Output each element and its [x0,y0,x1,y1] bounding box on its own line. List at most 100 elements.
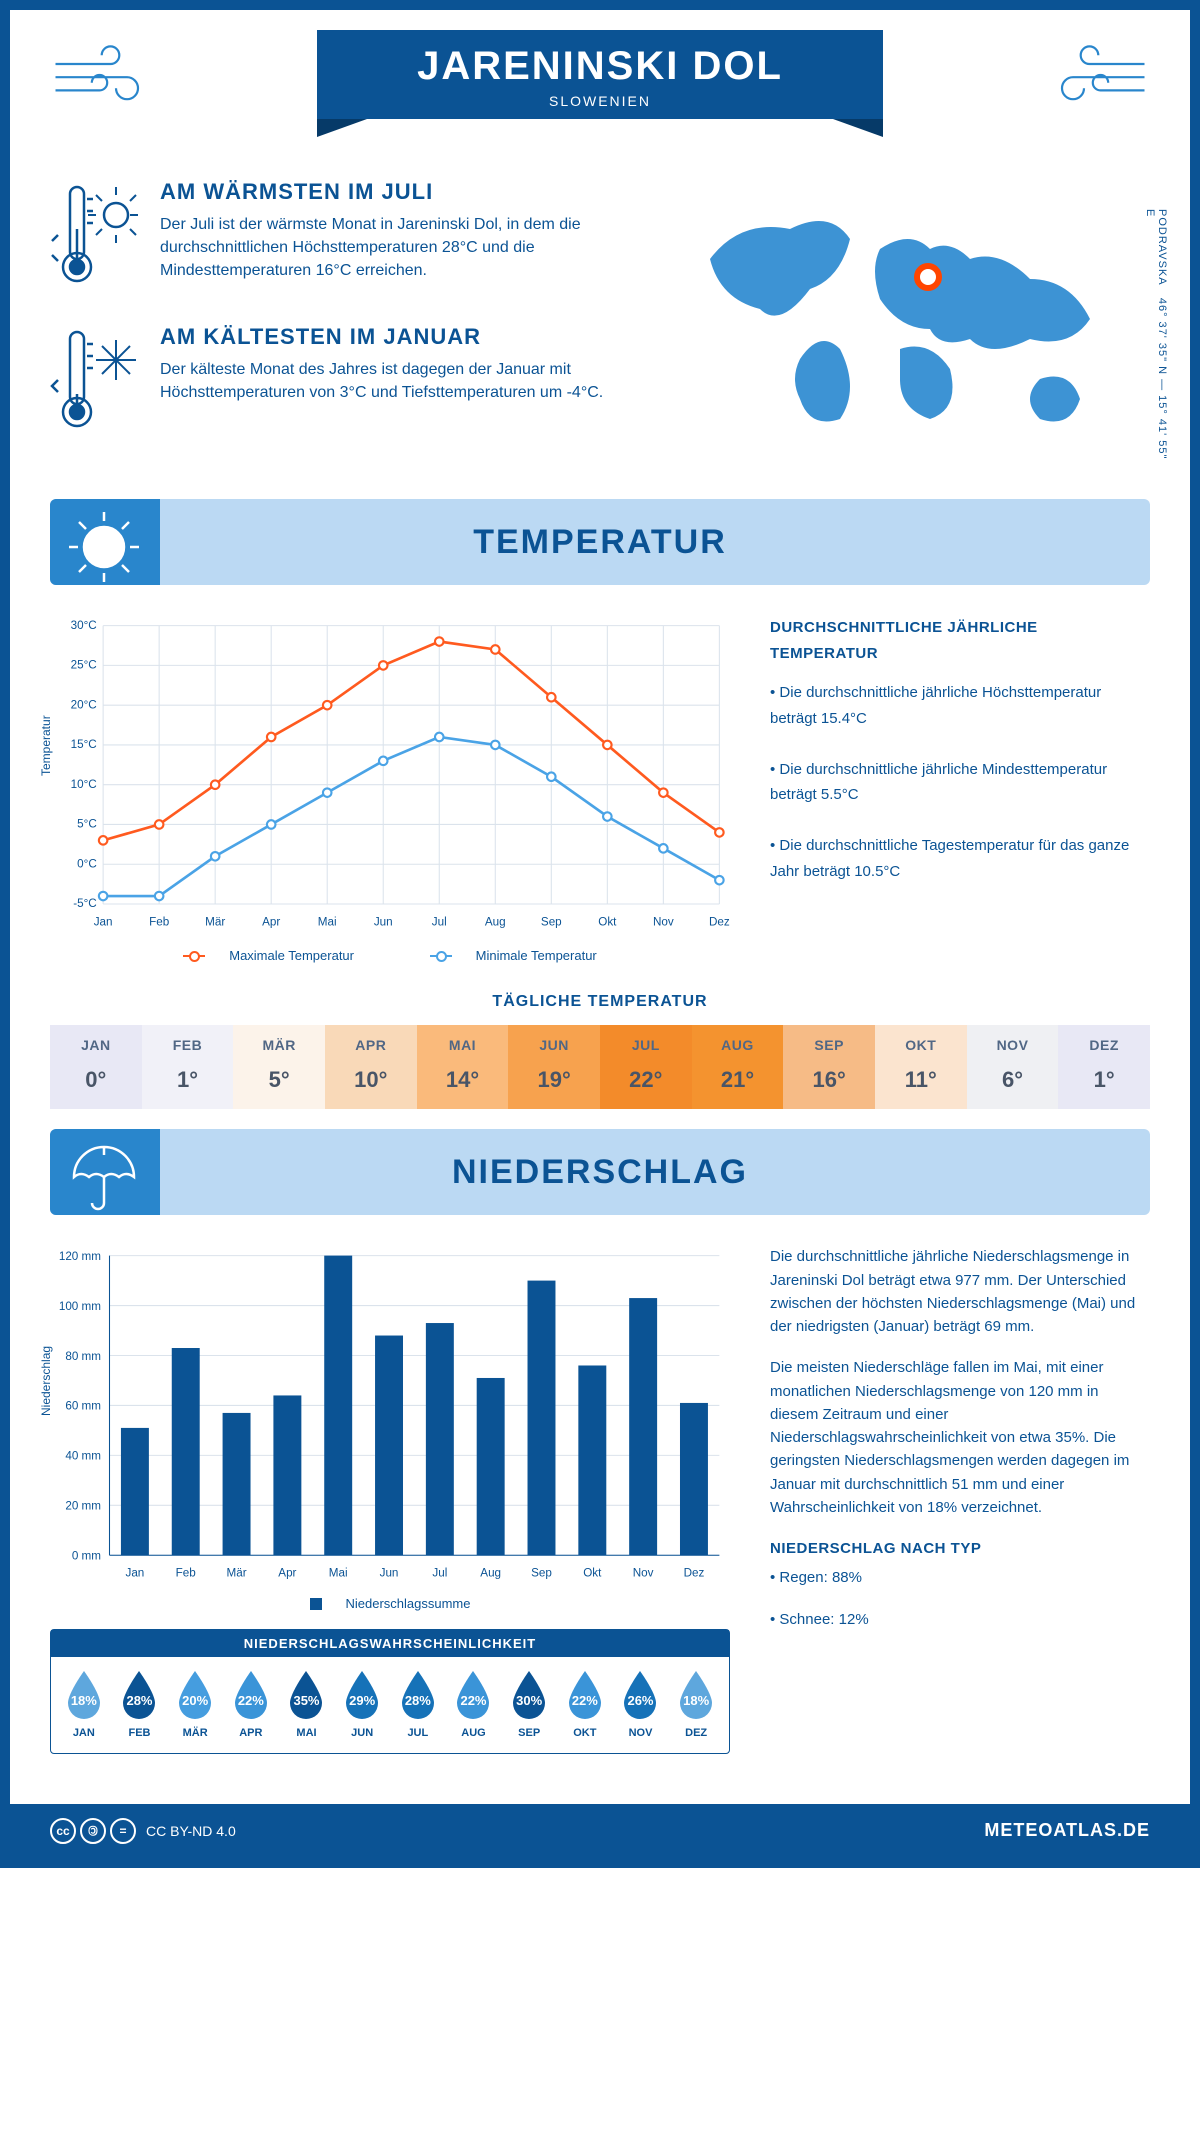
daily-temp-grid: JAN0°FEB1°MÄR5°APR10°MAI14°JUN19°JUL22°A… [50,1025,1150,1109]
prob-cell: 26%NOV [614,1669,668,1739]
daily-cell: MAI14° [417,1025,509,1109]
title-banner: JARENINSKI DOL SLOWENIEN [317,30,883,119]
wind-icon [1040,40,1150,115]
svg-text:30°C: 30°C [71,619,97,632]
intro-section: AM WÄRMSTEN IM JULI Der Juli ist der wär… [50,179,1150,469]
precipitation-chart: Niederschlag 0 mm20 mm40 mm60 mm80 mm100… [50,1245,730,1613]
precipitation-section-header: NIEDERSCHLAG [50,1129,1150,1215]
temperature-chart: Temperatur -5°C0°C5°C10°C15°C20°C25°C30°… [50,615,730,963]
legend-min: Minimale Temperatur [412,948,615,963]
daily-cell: DEZ1° [1058,1025,1150,1109]
prob-cell: 28%FEB [113,1669,167,1739]
precipitation-left-column: Niederschlag 0 mm20 mm40 mm60 mm80 mm100… [50,1245,730,1754]
cc-icons: cc 🄯 = [50,1818,136,1844]
prob-cell: 35%MAI [280,1669,334,1739]
svg-text:Okt: Okt [583,1567,602,1580]
svg-text:20°C: 20°C [71,698,97,711]
svg-text:Feb: Feb [176,1567,196,1580]
prob-cell: 20%MÄR [168,1669,222,1739]
temperature-summary: DURCHSCHNITTLICHE JÄHRLICHE TEMPERATUR •… [770,615,1150,963]
header: JARENINSKI DOL SLOWENIEN [10,10,1190,179]
precip-rain: • Regen: 88% [770,1566,1150,1589]
warmest-desc: Der Juli ist der wärmste Monat in Jareni… [160,213,630,283]
temp-bullet-1: • Die durchschnittliche jährliche Höchst… [770,680,1150,731]
svg-text:0 mm: 0 mm [72,1550,101,1563]
svg-text:120 mm: 120 mm [59,1250,101,1263]
svg-text:80 mm: 80 mm [65,1350,101,1363]
daily-temp-title: TÄGLICHE TEMPERATUR [50,993,1150,1011]
prob-cell: 28%JUL [391,1669,445,1739]
prob-title: NIEDERSCHLAGSWAHRSCHEINLICHKEIT [51,1630,729,1657]
svg-text:Apr: Apr [262,915,280,928]
precip-legend: Niederschlagssumme [50,1596,730,1613]
daily-cell: JAN0° [50,1025,142,1109]
coldest-text: AM KÄLTESTEN IM JANUAR Der kälteste Mona… [160,324,630,439]
temp-legend: Maximale Temperatur Minimale Temperatur [50,945,730,964]
temperature-chart-svg: -5°C0°C5°C10°C15°C20°C25°C30°CJanFebMärA… [50,615,730,934]
daily-cell: AUG21° [692,1025,784,1109]
svg-text:Jul: Jul [432,915,447,928]
prob-cell: 22%APR [224,1669,278,1739]
umbrella-icon [50,1129,160,1215]
svg-text:60 mm: 60 mm [65,1400,101,1413]
location-title: JARENINSKI DOL [417,44,783,89]
svg-text:Mär: Mär [227,1567,247,1580]
temperature-section-header: TEMPERATUR [50,499,1150,585]
warmest-text: AM WÄRMSTEN IM JULI Der Juli ist der wär… [160,179,630,294]
by-icon: 🄯 [80,1818,106,1844]
svg-text:Dez: Dez [709,915,730,928]
daily-cell: APR10° [325,1025,417,1109]
coldest-heading: AM KÄLTESTEN IM JANUAR [160,324,630,350]
temperature-row: Temperatur -5°C0°C5°C10°C15°C20°C25°C30°… [50,615,1150,963]
svg-text:Sep: Sep [541,915,562,928]
world-map: PODRAVSKA 46° 37' 35" N — 15° 41' 55" E [670,179,1150,469]
footer: cc 🄯 = CC BY-ND 4.0 METEOATLAS.DE [10,1804,1190,1858]
license-text: CC BY-ND 4.0 [146,1823,236,1839]
precipitation-heading: NIEDERSCHLAG [452,1153,748,1192]
coordinates-label: PODRAVSKA 46° 37' 35" N — 15° 41' 55" E [1144,209,1168,469]
daily-cell: JUL22° [600,1025,692,1109]
country-subtitle: SLOWENIEN [417,93,783,109]
svg-text:10°C: 10°C [71,778,97,791]
svg-text:40 mm: 40 mm [65,1450,101,1463]
precipitation-row: Niederschlag 0 mm20 mm40 mm60 mm80 mm100… [50,1245,1150,1754]
warmest-heading: AM WÄRMSTEN IM JULI [160,179,630,205]
thermometer-sun-icon [50,179,140,294]
prob-cell: 18%DEZ [669,1669,723,1739]
legend-precip: Niederschlagssumme [292,1596,489,1611]
precip-snow: • Schnee: 12% [770,1608,1150,1631]
svg-text:Jan: Jan [125,1567,144,1580]
daily-cell: SEP16° [783,1025,875,1109]
temp-bullet-2: • Die durchschnittliche jährliche Mindes… [770,757,1150,808]
temp-bullet-3: • Die durchschnittliche Tagestemperatur … [770,833,1150,884]
svg-text:Aug: Aug [480,1567,501,1580]
wind-icon [50,40,160,115]
world-map-svg [670,179,1150,459]
temp-y-axis-label: Temperatur [39,715,53,776]
svg-text:20 mm: 20 mm [65,1500,101,1513]
precipitation-chart-svg: 0 mm 20 mm 40 mm 60 mm 80 mm 100 mm 120 mm Jan F… [50,1245,730,1585]
content: AM WÄRMSTEN IM JULI Der Juli ist der wär… [10,179,1190,1774]
svg-text:Nov: Nov [633,1567,654,1580]
daily-cell: MÄR5° [233,1025,325,1109]
precipitation-probability-box: NIEDERSCHLAGSWAHRSCHEINLICHKEIT 18%JAN28… [50,1629,730,1754]
precip-type-heading: NIEDERSCHLAG NACH TYP [770,1537,1150,1560]
temp-summary-heading: DURCHSCHNITTLICHE JÄHRLICHE TEMPERATUR [770,615,1150,666]
prob-cell: 30%SEP [502,1669,556,1739]
intro-text-column: AM WÄRMSTEN IM JULI Der Juli ist der wär… [50,179,630,469]
svg-text:-5°C: -5°C [73,897,96,910]
precip-y-axis-label: Niederschlag [39,1346,53,1416]
cc-icon: cc [50,1818,76,1844]
coldest-block: AM KÄLTESTEN IM JANUAR Der kälteste Mona… [50,324,630,439]
prob-cell: 22%OKT [558,1669,612,1739]
daily-cell: FEB1° [142,1025,234,1109]
svg-text:100 mm: 100 mm [59,1300,101,1313]
daily-cell: JUN19° [508,1025,600,1109]
sun-icon [50,499,160,585]
prob-cell: 18%JAN [57,1669,111,1739]
daily-cell: NOV6° [967,1025,1059,1109]
svg-text:Mai: Mai [329,1567,348,1580]
precipitation-text-column: Die durchschnittliche jährliche Niedersc… [770,1245,1150,1754]
svg-text:25°C: 25°C [71,659,97,672]
svg-text:Okt: Okt [598,915,617,928]
